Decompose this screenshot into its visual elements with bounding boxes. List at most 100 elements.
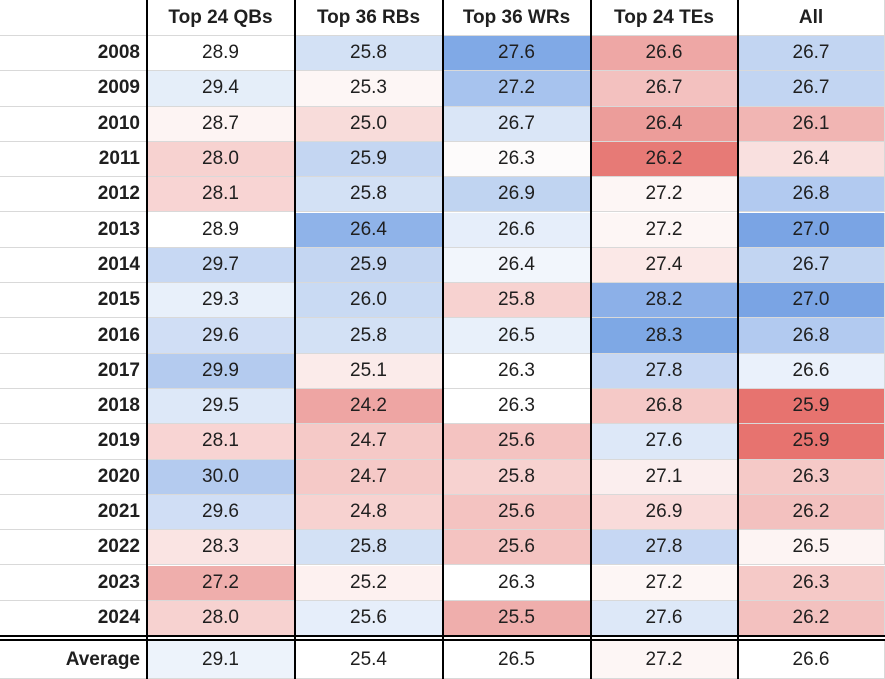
column-divider [294,0,296,679]
table-cell: 26.0 [295,283,443,319]
table-cell: 27.6 [443,36,591,72]
table-cell: 25.5 [443,600,591,637]
row-label: 2013 [0,212,147,248]
row-label: 2017 [0,353,147,389]
table-cell: 29.5 [147,389,295,425]
table-cell: 26.8 [591,389,738,425]
table-cell: 27.4 [591,247,738,284]
column-divider [737,0,739,679]
row-label: 2009 [0,71,147,107]
table-cell: 25.8 [295,530,443,566]
table-cell: 27.2 [591,177,738,213]
table-cell: 28.3 [147,530,295,566]
row-label: 2020 [0,459,147,495]
table-cell: 26.9 [443,177,591,213]
table-cell: 27.0 [738,212,885,248]
table-cell: 25.9 [295,141,443,178]
row-label: 2018 [0,389,147,425]
table-cell: 26.3 [443,141,591,178]
table-cell: 25.9 [295,247,443,284]
column-header: Top 24 QBs [147,0,295,36]
table-cell: 27.8 [591,353,738,389]
table-cell: 26.2 [738,600,885,637]
table-cell: 28.9 [147,36,295,72]
table-cell: 29.6 [147,494,295,531]
table-cell: 26.7 [738,247,885,284]
table-cell: 27.2 [443,71,591,107]
table-cell: 25.6 [443,424,591,460]
row-label: 2019 [0,424,147,460]
table-cell: 26.8 [738,177,885,213]
row-label: 2008 [0,36,147,72]
corner-cell [0,0,147,36]
column-header: Top 36 RBs [295,0,443,36]
table-cell: 25.6 [443,494,591,531]
table-cell: 26.7 [738,71,885,107]
table-cell: 28.2 [591,283,738,319]
average-cell: 29.1 [147,641,295,679]
column-divider [442,0,444,679]
table-cell: 25.8 [295,36,443,72]
average-cell: 27.2 [591,641,738,679]
row-label: 2015 [0,283,147,319]
table-cell: 28.0 [147,600,295,637]
column-header: All [738,0,885,36]
table-cell: 26.2 [738,494,885,531]
average-cell: 26.5 [443,641,591,679]
table-cell: 27.8 [591,530,738,566]
table-cell: 27.2 [591,212,738,248]
table-cell: 24.7 [295,459,443,495]
row-label: 2024 [0,600,147,637]
row-label: 2016 [0,318,147,354]
table-cell: 26.3 [443,353,591,389]
table-cell: 29.7 [147,247,295,284]
table-cell: 28.7 [147,106,295,142]
table-cell: 28.1 [147,177,295,213]
table-cell: 29.6 [147,318,295,354]
table-cell: 25.3 [295,71,443,107]
table-cell: 26.7 [591,71,738,107]
table-cell: 26.6 [443,212,591,248]
table-cell: 27.6 [591,424,738,460]
table-cell: 26.6 [591,36,738,72]
table-cell: 28.1 [147,424,295,460]
table-cell: 26.3 [443,565,591,601]
table-cell: 26.5 [738,530,885,566]
row-label: 2012 [0,177,147,213]
table-cell: 26.2 [591,141,738,178]
table-cell: 26.4 [591,106,738,142]
table-cell: 29.4 [147,71,295,107]
table-cell: 26.5 [443,318,591,354]
table-cell: 26.4 [738,141,885,178]
row-label: 2014 [0,247,147,284]
column-divider [146,0,148,679]
table-cell: 25.6 [295,600,443,637]
table-cell: 25.9 [738,424,885,460]
table-cell: 27.6 [591,600,738,637]
table-cell: 29.3 [147,283,295,319]
row-label: 2021 [0,494,147,531]
table-cell: 26.4 [443,247,591,284]
column-header: Top 36 WRs [443,0,591,36]
row-label: 2022 [0,530,147,566]
table-cell: 26.6 [738,353,885,389]
average-divider [0,635,885,637]
table-cell: 27.2 [591,565,738,601]
table-cell: 28.9 [147,212,295,248]
average-label: Average [0,641,147,679]
table-cell: 30.0 [147,459,295,495]
table-cell: 24.2 [295,389,443,425]
table-cell: 24.8 [295,494,443,531]
average-cell: 25.4 [295,641,443,679]
table-cell: 26.3 [443,389,591,425]
table-cell: 25.6 [443,530,591,566]
table-cell: 28.3 [591,318,738,354]
table-cell: 26.4 [295,212,443,248]
table-cell: 25.8 [295,318,443,354]
table-cell: 26.1 [738,106,885,142]
table-cell: 24.7 [295,424,443,460]
table-cell: 25.8 [443,459,591,495]
table-cell: 26.9 [591,494,738,531]
table-cell: 25.9 [738,389,885,425]
